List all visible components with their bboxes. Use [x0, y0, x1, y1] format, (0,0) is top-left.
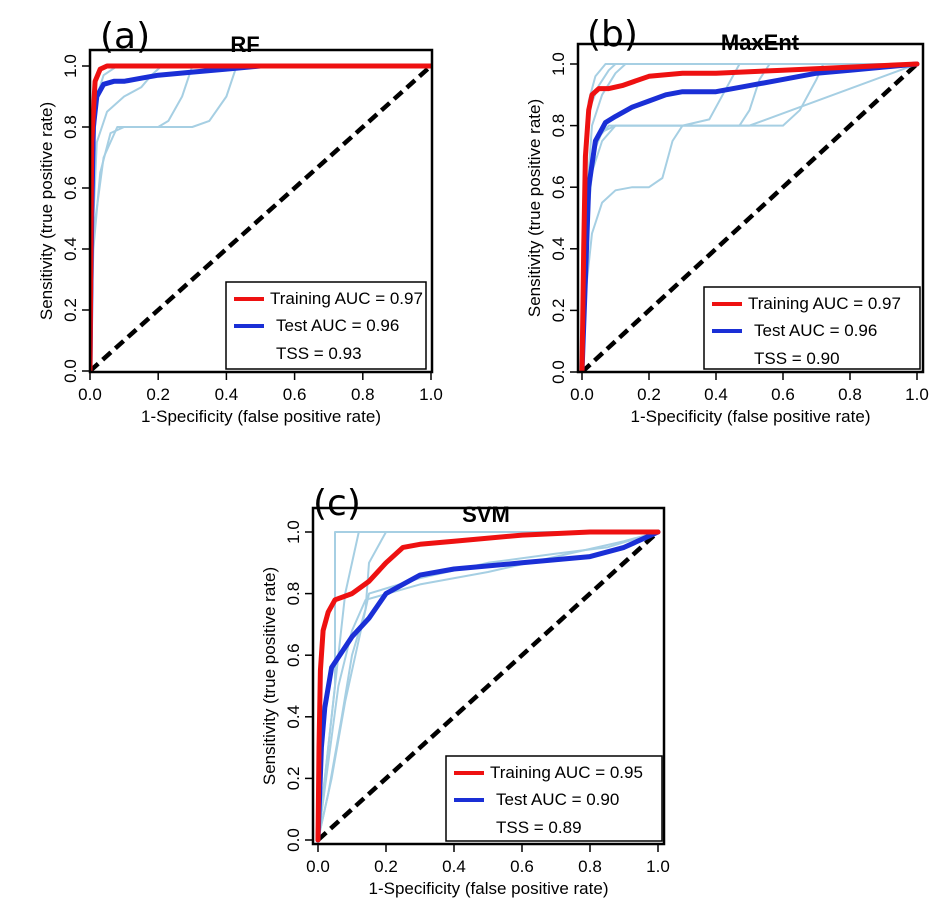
y-axis-title: Sensitivity (true positive rate) — [260, 567, 279, 785]
tss-label: TSS = 0.89 — [496, 818, 582, 837]
y-axis-title: Sensitivity (true positive rate) — [525, 99, 544, 317]
x-axis-title: 1-Specificity (false positive rate) — [369, 879, 609, 898]
y-tick-label: 0.8 — [549, 114, 568, 138]
x-tick-label: 0.0 — [78, 385, 102, 404]
y-tick-label: 0.0 — [284, 828, 303, 852]
legend-label-training: Training AUC = 0.95 — [490, 763, 643, 782]
x-axis-title: 1-Specificity (false positive rate) — [631, 407, 871, 426]
panel-label: (b) — [587, 14, 638, 55]
plot-area — [315, 529, 661, 843]
plot-title: MaxEnt — [721, 30, 800, 55]
y-tick-label: 0.4 — [549, 237, 568, 261]
y-tick-label: 0.0 — [549, 360, 568, 384]
test-roc-line — [315, 529, 661, 843]
y-tick-label: 0.2 — [61, 298, 80, 322]
x-tick-label: 0.2 — [146, 385, 170, 404]
panel-label: (a) — [100, 16, 150, 57]
plot-title: SVM — [462, 502, 510, 527]
y-tick-label: 1.0 — [61, 54, 80, 78]
training-roc-line — [315, 529, 661, 843]
y-tick-label: 0.4 — [284, 705, 303, 729]
x-tick-label: 0.2 — [637, 385, 661, 404]
legend: Training AUC = 0.95 Test AUC = 0.90 TSS = … — [445, 755, 663, 842]
legend: Training AUC = 0.97 Test AUC = 0.96 TSS = … — [225, 281, 427, 370]
x-tick-label: 0.8 — [351, 385, 375, 404]
training-roc-line — [579, 61, 920, 372]
y-tick-label: 0.2 — [549, 299, 568, 323]
x-tick-label: 0.8 — [838, 385, 862, 404]
x-axis-title: 1-Specificity (false positive rate) — [141, 407, 381, 426]
legend-label-test: Test AUC = 0.96 — [276, 316, 399, 335]
x-tick-label: 0.4 — [215, 385, 239, 404]
panel-b-maxent: 0.0 0.2 0.4 0.6 0.8 1.0 0.0 0.2 0.4 0.6 0.8 1.0 1-Sp… — [525, 14, 929, 426]
y-tick-label: 0.8 — [284, 582, 303, 606]
legend-label-training: Training AUC = 0.97 — [748, 294, 901, 313]
training-roc-line — [90, 63, 432, 372]
y-tick-label: 0.8 — [61, 115, 80, 139]
y-tick-label: 0.0 — [61, 359, 80, 383]
y-tick-label: 0.2 — [284, 767, 303, 791]
panel-c-svm: 0.0 0.2 0.4 0.6 0.8 1.0 0.0 0.2 0.4 0.6 0.8 1.0 1-Sp… — [260, 483, 670, 898]
y-tick-label: 0.6 — [549, 175, 568, 199]
x-tick-label: 0.8 — [578, 857, 602, 876]
x-tick-label: 1.0 — [646, 857, 670, 876]
y-tick-label: 1.0 — [549, 52, 568, 76]
plot-area — [90, 63, 432, 372]
diagonal-reference-line — [316, 530, 660, 842]
diagonal-reference-line — [580, 62, 919, 372]
diagonal-reference-line — [90, 64, 432, 372]
legend-label-test: Test AUC = 0.96 — [754, 321, 877, 340]
x-tick-label: 0.6 — [510, 857, 534, 876]
x-tick-label: 0.0 — [306, 857, 330, 876]
y-axis-title: Sensitivity (true positive rate) — [37, 102, 56, 320]
y-tick-label: 0.6 — [61, 176, 80, 200]
x-tick-label: 0.6 — [283, 385, 307, 404]
x-tick-label: 0.6 — [771, 385, 795, 404]
y-tick-label: 0.6 — [284, 643, 303, 667]
x-tick-label: 1.0 — [419, 385, 443, 404]
plot-frame — [88, 48, 434, 374]
x-tick-label: 0.4 — [704, 385, 728, 404]
x-tick-label: 1.0 — [905, 385, 929, 404]
plot-area — [579, 61, 920, 372]
tss-label: TSS = 0.93 — [276, 344, 362, 363]
test-roc-line — [579, 61, 920, 372]
x-tick-label: 0.4 — [442, 857, 466, 876]
legend: Training AUC = 0.97 Test AUC = 0.96 TSS = … — [703, 286, 921, 370]
y-tick-label: 0.4 — [61, 237, 80, 261]
legend-box — [703, 286, 921, 370]
plot-title: RF — [230, 32, 259, 57]
y-tick-label: 1.0 — [284, 520, 303, 544]
x-tick-label: 0.0 — [570, 385, 594, 404]
replicate-roc-line — [90, 65, 432, 372]
panel-label: (c) — [313, 483, 361, 524]
tss-label: TSS = 0.90 — [754, 349, 840, 368]
panel-a-rf: 0.0 0.2 0.4 0.6 0.8 1.0 0.0 0.2 0.4 0.6 0.8 1.0 1-Sp… — [37, 16, 443, 426]
legend-label-training: Training AUC = 0.97 — [270, 289, 423, 308]
plot-frame — [576, 42, 925, 374]
plot-frame — [311, 506, 666, 846]
legend-label-test: Test AUC = 0.90 — [496, 790, 619, 809]
x-tick-label: 0.2 — [374, 857, 398, 876]
